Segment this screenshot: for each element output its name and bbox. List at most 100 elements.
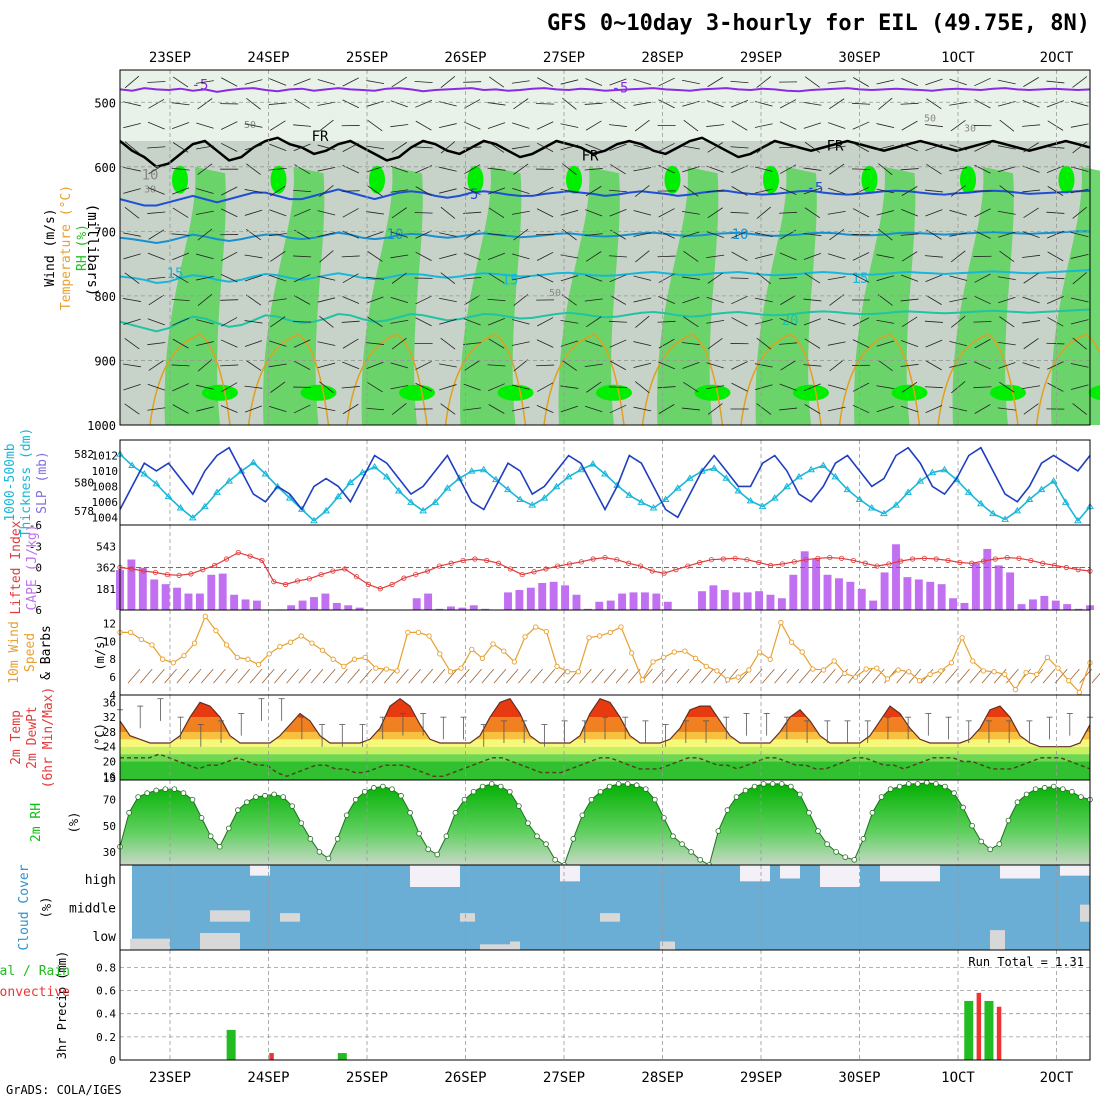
wind-barb <box>974 404 991 414</box>
thickness-marker <box>540 494 549 501</box>
cape-bar <box>755 591 764 610</box>
wind-barb <box>367 251 383 262</box>
wind-barb <box>390 254 409 259</box>
wind-barb <box>246 163 261 175</box>
cloud-background <box>132 865 1090 950</box>
precip-total-bar <box>984 1000 994 1060</box>
wind-speed-marker <box>341 663 347 670</box>
thickness-marker <box>940 465 949 473</box>
li-marker <box>389 581 395 588</box>
wind-barb <box>536 121 554 130</box>
cape-bar <box>355 607 364 610</box>
rh-marker <box>751 783 758 790</box>
li-marker <box>886 561 892 567</box>
footer-credit: GrADS: COLA/IGES <box>6 1083 122 1097</box>
wind-barb <box>560 123 579 128</box>
li-marker <box>661 570 667 576</box>
wind-barb <box>827 80 846 84</box>
wind-barb <box>322 668 336 684</box>
wind-barb <box>294 164 311 175</box>
thickness-marker <box>758 502 767 510</box>
wind-barb <box>901 186 918 196</box>
wind-barb <box>876 385 895 390</box>
wind-barb <box>762 668 775 684</box>
y-tick-label: 0 <box>109 1054 116 1067</box>
wind-barb <box>123 101 141 107</box>
li-marker <box>791 559 797 565</box>
wind-speed-marker <box>682 648 688 654</box>
y-tick-label: 24 <box>103 741 117 754</box>
wind-barb <box>876 123 895 129</box>
cape-bar <box>1063 604 1072 610</box>
wind-barb <box>440 403 456 415</box>
wind-barb <box>683 250 699 262</box>
wind-barb <box>1072 272 1087 285</box>
wind-speed-marker <box>884 676 891 682</box>
wind-barb <box>707 142 723 153</box>
wind-barb <box>878 97 893 110</box>
wind-barb <box>390 319 409 324</box>
li-marker <box>614 557 620 563</box>
wind-barb <box>200 668 214 684</box>
y-tick-label: 28 <box>103 726 116 739</box>
li-marker <box>460 557 466 564</box>
rh-marker <box>715 828 722 834</box>
wind-barb <box>828 122 846 129</box>
wind-barb <box>827 276 846 281</box>
wind-barb <box>998 231 1016 238</box>
li-marker <box>318 571 324 578</box>
wind-speed-marker <box>128 629 134 636</box>
wind-barb <box>269 78 287 86</box>
rh-marker <box>488 781 495 787</box>
wind-barb <box>786 668 800 684</box>
wind-barb <box>658 99 675 109</box>
wind-barb <box>188 668 202 684</box>
cape-bar <box>332 602 341 610</box>
top-date-label: 26SEP <box>444 50 486 66</box>
wind-barb <box>658 404 675 414</box>
thickness-marker <box>273 482 282 490</box>
wind-barb <box>464 99 481 109</box>
wind-barb <box>127 668 141 684</box>
wind-barb <box>852 252 870 261</box>
cloud-layer-block <box>460 913 475 922</box>
li-marker <box>862 560 868 566</box>
wind-barb <box>803 383 821 391</box>
wind-barb <box>390 165 408 173</box>
wind-barb <box>560 405 579 413</box>
rh-marker <box>914 781 921 787</box>
wind-speed-marker <box>1023 669 1029 676</box>
wind-speed-marker <box>671 649 677 655</box>
wind-barb <box>633 406 652 412</box>
wind-barb <box>562 97 577 110</box>
wind-barb <box>560 275 579 282</box>
wind-barb <box>731 186 748 196</box>
y-axis-title: (%) <box>39 897 53 919</box>
li-marker <box>1004 554 1010 561</box>
wind-barb <box>1023 142 1039 153</box>
wind-barb <box>261 668 275 684</box>
wind-barb <box>390 362 409 369</box>
wind-barb <box>415 186 432 196</box>
thickness-marker <box>297 505 306 512</box>
rh-marker <box>942 783 948 790</box>
rh-marker <box>135 794 141 800</box>
wind-speed-marker <box>277 644 283 650</box>
cape-bar <box>869 600 878 610</box>
wind-barb <box>294 295 311 305</box>
wind-barb <box>779 407 798 411</box>
wind-speed-marker <box>394 668 400 674</box>
wind-barb <box>221 77 238 87</box>
wind-barb <box>317 144 336 151</box>
y-tick-label: 36 <box>103 696 116 709</box>
cape-bar <box>561 585 570 610</box>
cape-li-panel: -6 -3 0 3 6 543 362 181 Lifted Index CAPE (J/kg) <box>9 519 1094 617</box>
wind-speed-marker <box>181 652 187 659</box>
li-marker <box>708 557 715 563</box>
legend-convective: Convective <box>0 985 70 1000</box>
rh-marker <box>878 794 885 800</box>
wind-barb <box>900 233 919 236</box>
rh-marker <box>497 783 504 790</box>
rh-bright-blob <box>990 384 1026 401</box>
wind-barb <box>213 668 226 684</box>
